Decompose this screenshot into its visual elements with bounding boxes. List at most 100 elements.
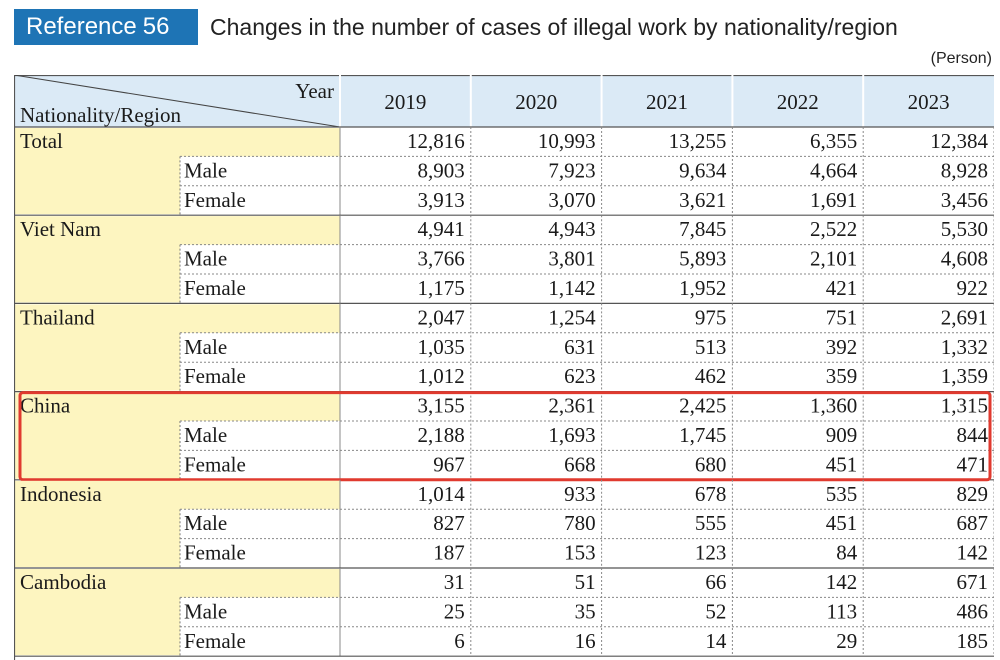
cell-value: 1,745 bbox=[679, 423, 726, 447]
cell-value: 10,993 bbox=[538, 129, 596, 153]
group-name-bg-ext bbox=[180, 569, 340, 598]
group-name-bg-ext bbox=[180, 392, 340, 421]
cases-table: Year Nationality/Region 2019 2020 2021 2022 20… bbox=[14, 75, 994, 660]
cell-value: 8,928 bbox=[941, 158, 988, 182]
cell-value: 975 bbox=[695, 305, 727, 329]
group-name-bg-ext bbox=[180, 216, 340, 245]
row-label-male: Male bbox=[184, 423, 227, 447]
row-label-female: Female bbox=[184, 276, 246, 300]
cell-value: 187 bbox=[433, 541, 465, 565]
cell-value: 2,361 bbox=[548, 394, 595, 418]
cell-value: 678 bbox=[695, 482, 727, 506]
group-name-indonesia: Indonesia bbox=[20, 482, 102, 506]
cell-value: 8,903 bbox=[418, 158, 465, 182]
cell-value: 185 bbox=[957, 629, 989, 653]
cell-value: 29 bbox=[836, 629, 857, 653]
cell-value: 13,255 bbox=[669, 129, 727, 153]
row-label-male: Male bbox=[184, 599, 227, 623]
cell-value: 1,360 bbox=[810, 394, 857, 418]
cell-value: 3,766 bbox=[418, 247, 465, 271]
cell-value: 623 bbox=[564, 364, 596, 388]
cell-value: 4,608 bbox=[941, 247, 988, 271]
cell-value: 51 bbox=[575, 570, 596, 594]
cell-value: 2,522 bbox=[810, 217, 857, 241]
cell-value: 668 bbox=[564, 452, 596, 476]
cell-value: 829 bbox=[957, 482, 989, 506]
cell-value: 631 bbox=[564, 335, 596, 359]
row-label-female: Female bbox=[184, 364, 246, 388]
group-name-bg-ext bbox=[180, 304, 340, 333]
cell-value: 486 bbox=[957, 599, 989, 623]
cell-value: 66 bbox=[705, 570, 726, 594]
row-label-female: Female bbox=[184, 541, 246, 565]
cell-value: 14 bbox=[705, 629, 727, 653]
cell-value: 359 bbox=[826, 364, 858, 388]
cell-value: 142 bbox=[826, 570, 858, 594]
cell-value: 5,893 bbox=[679, 247, 726, 271]
unit-label: (Person) bbox=[930, 50, 992, 67]
group-name-bg-ext bbox=[180, 128, 340, 157]
row-label-male: Male bbox=[184, 335, 227, 359]
cell-value: 392 bbox=[826, 335, 858, 359]
year-header-2022: 2022 bbox=[777, 90, 819, 114]
highlight-box bbox=[18, 391, 992, 482]
group-name-cambodia: Cambodia bbox=[20, 570, 107, 594]
cell-value: 687 bbox=[957, 511, 989, 535]
cell-value: 2,101 bbox=[810, 247, 857, 271]
cell-value: 1,359 bbox=[941, 364, 988, 388]
row-label-female: Female bbox=[184, 629, 246, 653]
cell-value: 421 bbox=[826, 276, 858, 300]
cell-value: 780 bbox=[564, 511, 596, 535]
cell-value: 12,384 bbox=[930, 129, 988, 153]
cell-value: 680 bbox=[695, 452, 727, 476]
cell-value: 1,014 bbox=[418, 482, 466, 506]
year-header-2019: 2019 bbox=[384, 90, 426, 114]
cell-value: 2,691 bbox=[941, 305, 988, 329]
cell-value: 4,664 bbox=[810, 158, 858, 182]
cell-value: 52 bbox=[705, 599, 726, 623]
group-name-bg-ext bbox=[180, 480, 340, 510]
cell-value: 1,254 bbox=[548, 305, 596, 329]
cell-value: 535 bbox=[826, 482, 858, 506]
cell-value: 2,188 bbox=[418, 423, 465, 447]
cell-value: 25 bbox=[444, 599, 465, 623]
corner-nationality-label: Nationality/Region bbox=[20, 103, 181, 127]
figure-header: Reference 56 Changes in the number of cas… bbox=[14, 9, 898, 45]
cell-value: 113 bbox=[826, 599, 857, 623]
cell-value: 513 bbox=[695, 335, 727, 359]
row-label-male: Male bbox=[184, 158, 227, 182]
cell-value: 3,456 bbox=[941, 188, 988, 212]
row-label-female: Female bbox=[184, 452, 246, 476]
cell-value: 123 bbox=[695, 541, 727, 565]
cell-value: 5,530 bbox=[941, 217, 988, 241]
cell-value: 35 bbox=[575, 599, 596, 623]
corner-diagonal bbox=[14, 75, 341, 128]
cell-value: 462 bbox=[695, 364, 727, 388]
table-title: Changes in the number of cases of illega… bbox=[210, 13, 898, 40]
cell-value: 1,142 bbox=[548, 276, 595, 300]
cell-value: 1,012 bbox=[418, 364, 465, 388]
cell-value: 2,047 bbox=[418, 305, 465, 329]
row-label-male: Male bbox=[184, 511, 227, 535]
cell-value: 3,913 bbox=[418, 188, 465, 212]
group-name-total: Total bbox=[20, 129, 63, 153]
cell-value: 451 bbox=[826, 511, 858, 535]
cell-value: 1,952 bbox=[679, 276, 726, 300]
cell-value: 3,621 bbox=[679, 188, 726, 212]
cell-value: 1,691 bbox=[810, 188, 857, 212]
cell-value: 7,845 bbox=[679, 217, 726, 241]
cell-value: 12,816 bbox=[407, 129, 465, 153]
cell-value: 844 bbox=[957, 423, 989, 447]
cell-value: 1,332 bbox=[941, 335, 988, 359]
cell-value: 933 bbox=[564, 482, 596, 506]
group-name-thailand: Thailand bbox=[20, 305, 95, 329]
cell-value: 142 bbox=[957, 541, 989, 565]
cell-value: 827 bbox=[433, 511, 465, 535]
cell-value: 2,425 bbox=[679, 394, 726, 418]
cell-value: 751 bbox=[826, 305, 858, 329]
cell-value: 84 bbox=[836, 541, 858, 565]
cell-value: 1,315 bbox=[941, 394, 988, 418]
cell-value: 671 bbox=[957, 570, 989, 594]
cell-value: 1,693 bbox=[548, 423, 595, 447]
cell-value: 4,943 bbox=[548, 217, 595, 241]
